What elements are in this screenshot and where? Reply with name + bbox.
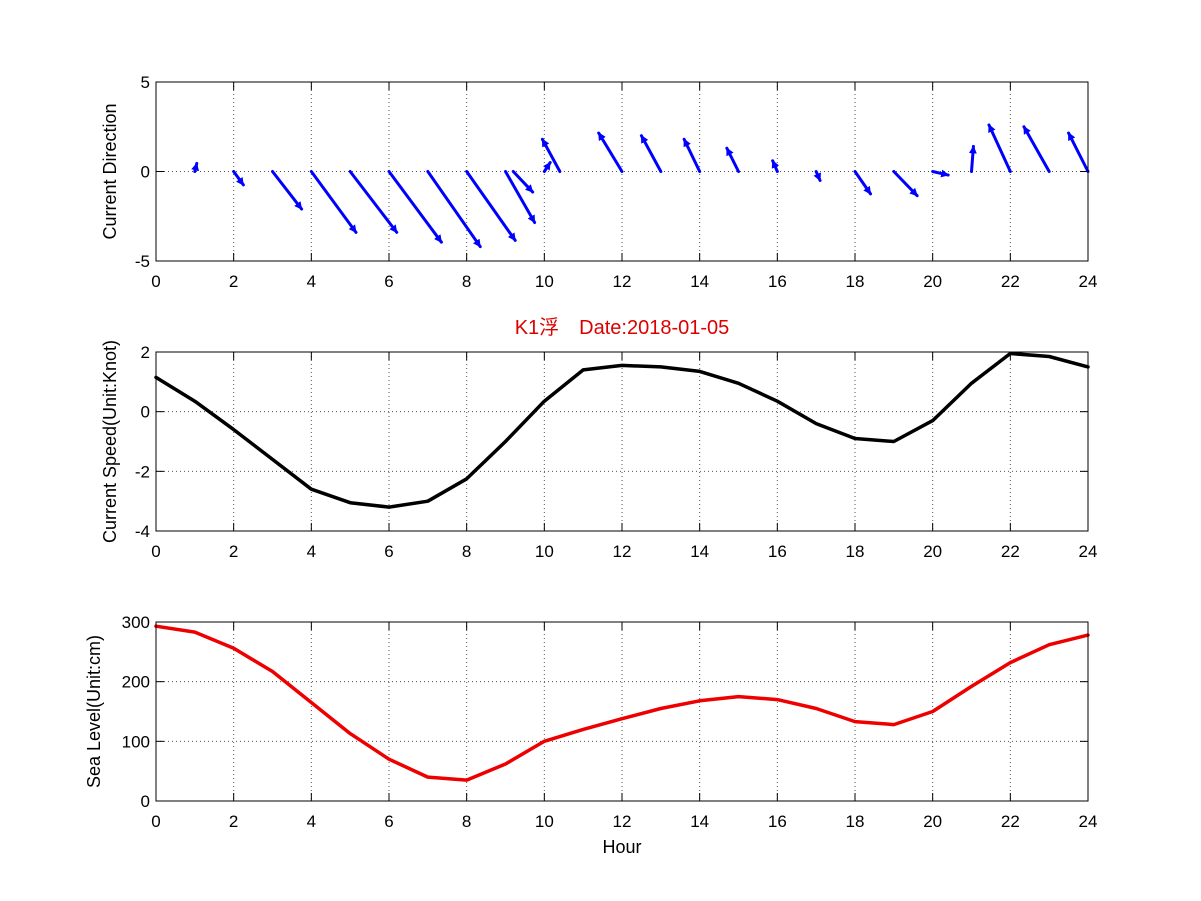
x-tick-label: 6 — [384, 812, 393, 831]
x-tick-label: 4 — [307, 272, 316, 291]
y-tick-label: 2 — [141, 343, 150, 362]
quiver-arrow — [504, 170, 537, 225]
quiver-arrow — [771, 159, 780, 173]
x-tick-label: 24 — [1079, 272, 1098, 291]
x-tick-label: 20 — [923, 272, 942, 291]
quiver-arrow — [232, 170, 245, 187]
x-tick-label: 8 — [462, 272, 471, 291]
y-tick-label: 300 — [122, 613, 150, 632]
y-tick-label: 0 — [141, 163, 150, 182]
x-tick-label: 18 — [846, 542, 865, 561]
x-tick-label: 14 — [690, 272, 709, 291]
quiver-arrow — [542, 161, 552, 173]
x-tick-label: 0 — [151, 812, 160, 831]
quiver-arrow — [725, 146, 740, 173]
quiver-arrow — [813, 170, 822, 182]
x-tick-label: 24 — [1079, 542, 1098, 561]
y-axis-label: Sea Level(Unit:cm) — [84, 635, 104, 788]
x-tick-label: 10 — [535, 272, 554, 291]
x-tick-label: 18 — [846, 812, 865, 831]
quiver-arrow — [597, 131, 624, 173]
quiver-arrow — [639, 134, 663, 173]
x-tick-label: 20 — [923, 812, 942, 831]
quiver-arrow — [309, 170, 358, 234]
x-tick-label: 2 — [229, 812, 238, 831]
quiver-arrow — [931, 169, 950, 178]
x-tick-label: 16 — [768, 812, 787, 831]
chart-title: K1浮 Date:2018-01-05 — [515, 316, 730, 339]
quiver-arrow — [271, 170, 304, 211]
y-tick-label: 200 — [122, 673, 150, 692]
quiver-arrow — [682, 137, 702, 173]
quiver-arrow — [348, 170, 399, 234]
x-tick-label: 10 — [535, 542, 554, 561]
x-tick-label: 16 — [768, 542, 787, 561]
axes-frame — [155, 621, 1089, 802]
x-tick-label: 24 — [1079, 812, 1098, 831]
y-tick-label: 0 — [141, 403, 150, 422]
x-tick-label: 18 — [846, 272, 865, 291]
x-tick-label: 22 — [1001, 272, 1020, 291]
x-tick-label: 20 — [923, 542, 942, 561]
axes-frame — [155, 351, 1089, 532]
quiver-arrow — [853, 170, 873, 196]
quiver-arrow — [540, 137, 562, 173]
quiver-arrow — [511, 170, 535, 194]
x-tick-label: 2 — [229, 272, 238, 291]
x-tick-label: 14 — [690, 542, 709, 561]
quiver-arrow — [426, 170, 482, 249]
x-tick-label: 6 — [384, 542, 393, 561]
quiver-arrow — [892, 170, 919, 198]
quiver-arrow — [1067, 131, 1090, 173]
x-tick-label: 8 — [462, 542, 471, 561]
y-axis-label: Current Speed(Unit:Knot) — [100, 340, 120, 543]
series-line — [154, 351, 1090, 509]
quiver-arrow — [987, 123, 1012, 173]
y-tick-label: -4 — [135, 522, 150, 541]
y-tick-label: 100 — [122, 732, 150, 751]
y-tick-label: -2 — [135, 462, 150, 481]
quiver-arrow — [968, 144, 977, 173]
quiver-arrow — [191, 161, 200, 173]
y-axis-label: Current Direction — [100, 103, 120, 239]
x-tick-label: 12 — [613, 812, 632, 831]
x-tick-label: 14 — [690, 812, 709, 831]
x-tick-label: 10 — [535, 812, 554, 831]
quiver-arrow — [465, 170, 517, 242]
x-tick-label: 12 — [613, 542, 632, 561]
quiver-arrow — [1022, 125, 1051, 173]
axes-frame — [155, 81, 1089, 262]
y-tick-label: 0 — [141, 792, 150, 811]
x-axis-label: Hour — [602, 837, 641, 857]
x-tick-label: 0 — [151, 542, 160, 561]
x-tick-label: 22 — [1001, 542, 1020, 561]
x-tick-label: 4 — [307, 812, 316, 831]
x-tick-label: 22 — [1001, 812, 1020, 831]
y-tick-label: -5 — [135, 252, 150, 271]
quiver-arrow — [387, 170, 443, 244]
x-tick-label: 6 — [384, 272, 393, 291]
x-tick-label: 12 — [613, 272, 632, 291]
x-tick-label: 16 — [768, 272, 787, 291]
series-line — [154, 624, 1090, 782]
plot-area — [156, 352, 1088, 531]
x-tick-label: 2 — [229, 542, 238, 561]
x-tick-label: 0 — [151, 272, 160, 291]
y-tick-label: 5 — [141, 73, 150, 92]
x-tick-label: 4 — [307, 542, 316, 561]
x-tick-label: 8 — [462, 812, 471, 831]
